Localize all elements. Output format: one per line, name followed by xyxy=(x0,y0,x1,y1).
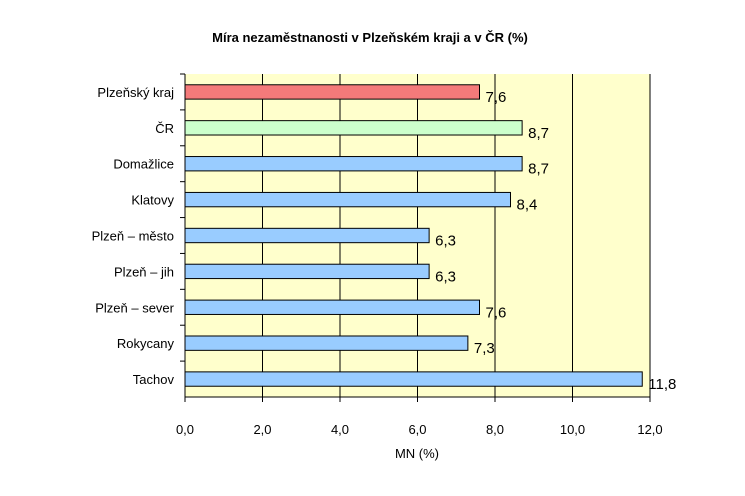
bar xyxy=(184,191,511,208)
data-labels: 7,6 8,7 8,7 8,4 6,3 6,3 7,6 7,3 11,8 xyxy=(435,89,676,393)
category-label: ČR xyxy=(155,121,174,136)
data-label: 7,3 xyxy=(474,340,495,357)
chart-title: Míra nezaměstnanosti v Plzeňském kraji a… xyxy=(212,30,528,45)
x-tick-label: 0,0 xyxy=(176,422,194,437)
category-label: Domažlice xyxy=(113,157,174,172)
bar xyxy=(184,156,523,172)
category-label: Plzeň – jih xyxy=(114,264,174,279)
category-labels: Plzeňský kraj ČR Domažlice Klatovy Plzeň – m… xyxy=(92,85,175,387)
data-label: 6,3 xyxy=(435,233,456,250)
data-label: 8,4 xyxy=(517,197,538,214)
x-tick-label: 6,0 xyxy=(408,422,426,437)
x-axis-label: MN (%) xyxy=(395,446,439,461)
data-label: 7,6 xyxy=(486,89,507,106)
x-tick-label: 10,0 xyxy=(560,422,585,437)
x-tick-label: 12,0 xyxy=(637,422,662,437)
category-label: Plzeň – město xyxy=(92,229,174,244)
category-label: Klatovy xyxy=(131,193,174,208)
category-label: Rokycany xyxy=(117,336,175,351)
bar xyxy=(184,371,643,387)
bar xyxy=(184,299,480,315)
bar xyxy=(184,335,469,351)
category-label: Plzeňský kraj xyxy=(97,85,174,100)
data-label: 11,8 xyxy=(648,376,676,393)
category-label: Plzeň – sever xyxy=(95,300,174,315)
data-label: 6,3 xyxy=(435,268,456,285)
axes xyxy=(180,73,651,402)
data-label: 8,7 xyxy=(528,161,549,178)
x-tick-labels: 0,0 2,0 4,0 6,0 8,0 10,0 12,0 xyxy=(176,422,663,437)
x-tick-label: 8,0 xyxy=(486,422,504,437)
bar xyxy=(184,84,480,100)
bar xyxy=(184,263,430,280)
category-label: Tachov xyxy=(133,372,175,387)
bar xyxy=(184,227,430,244)
x-tick-label: 2,0 xyxy=(253,422,271,437)
x-tick-label: 4,0 xyxy=(331,422,349,437)
data-label: 7,6 xyxy=(486,304,507,321)
data-label: 8,7 xyxy=(528,125,549,142)
bar xyxy=(184,120,523,136)
